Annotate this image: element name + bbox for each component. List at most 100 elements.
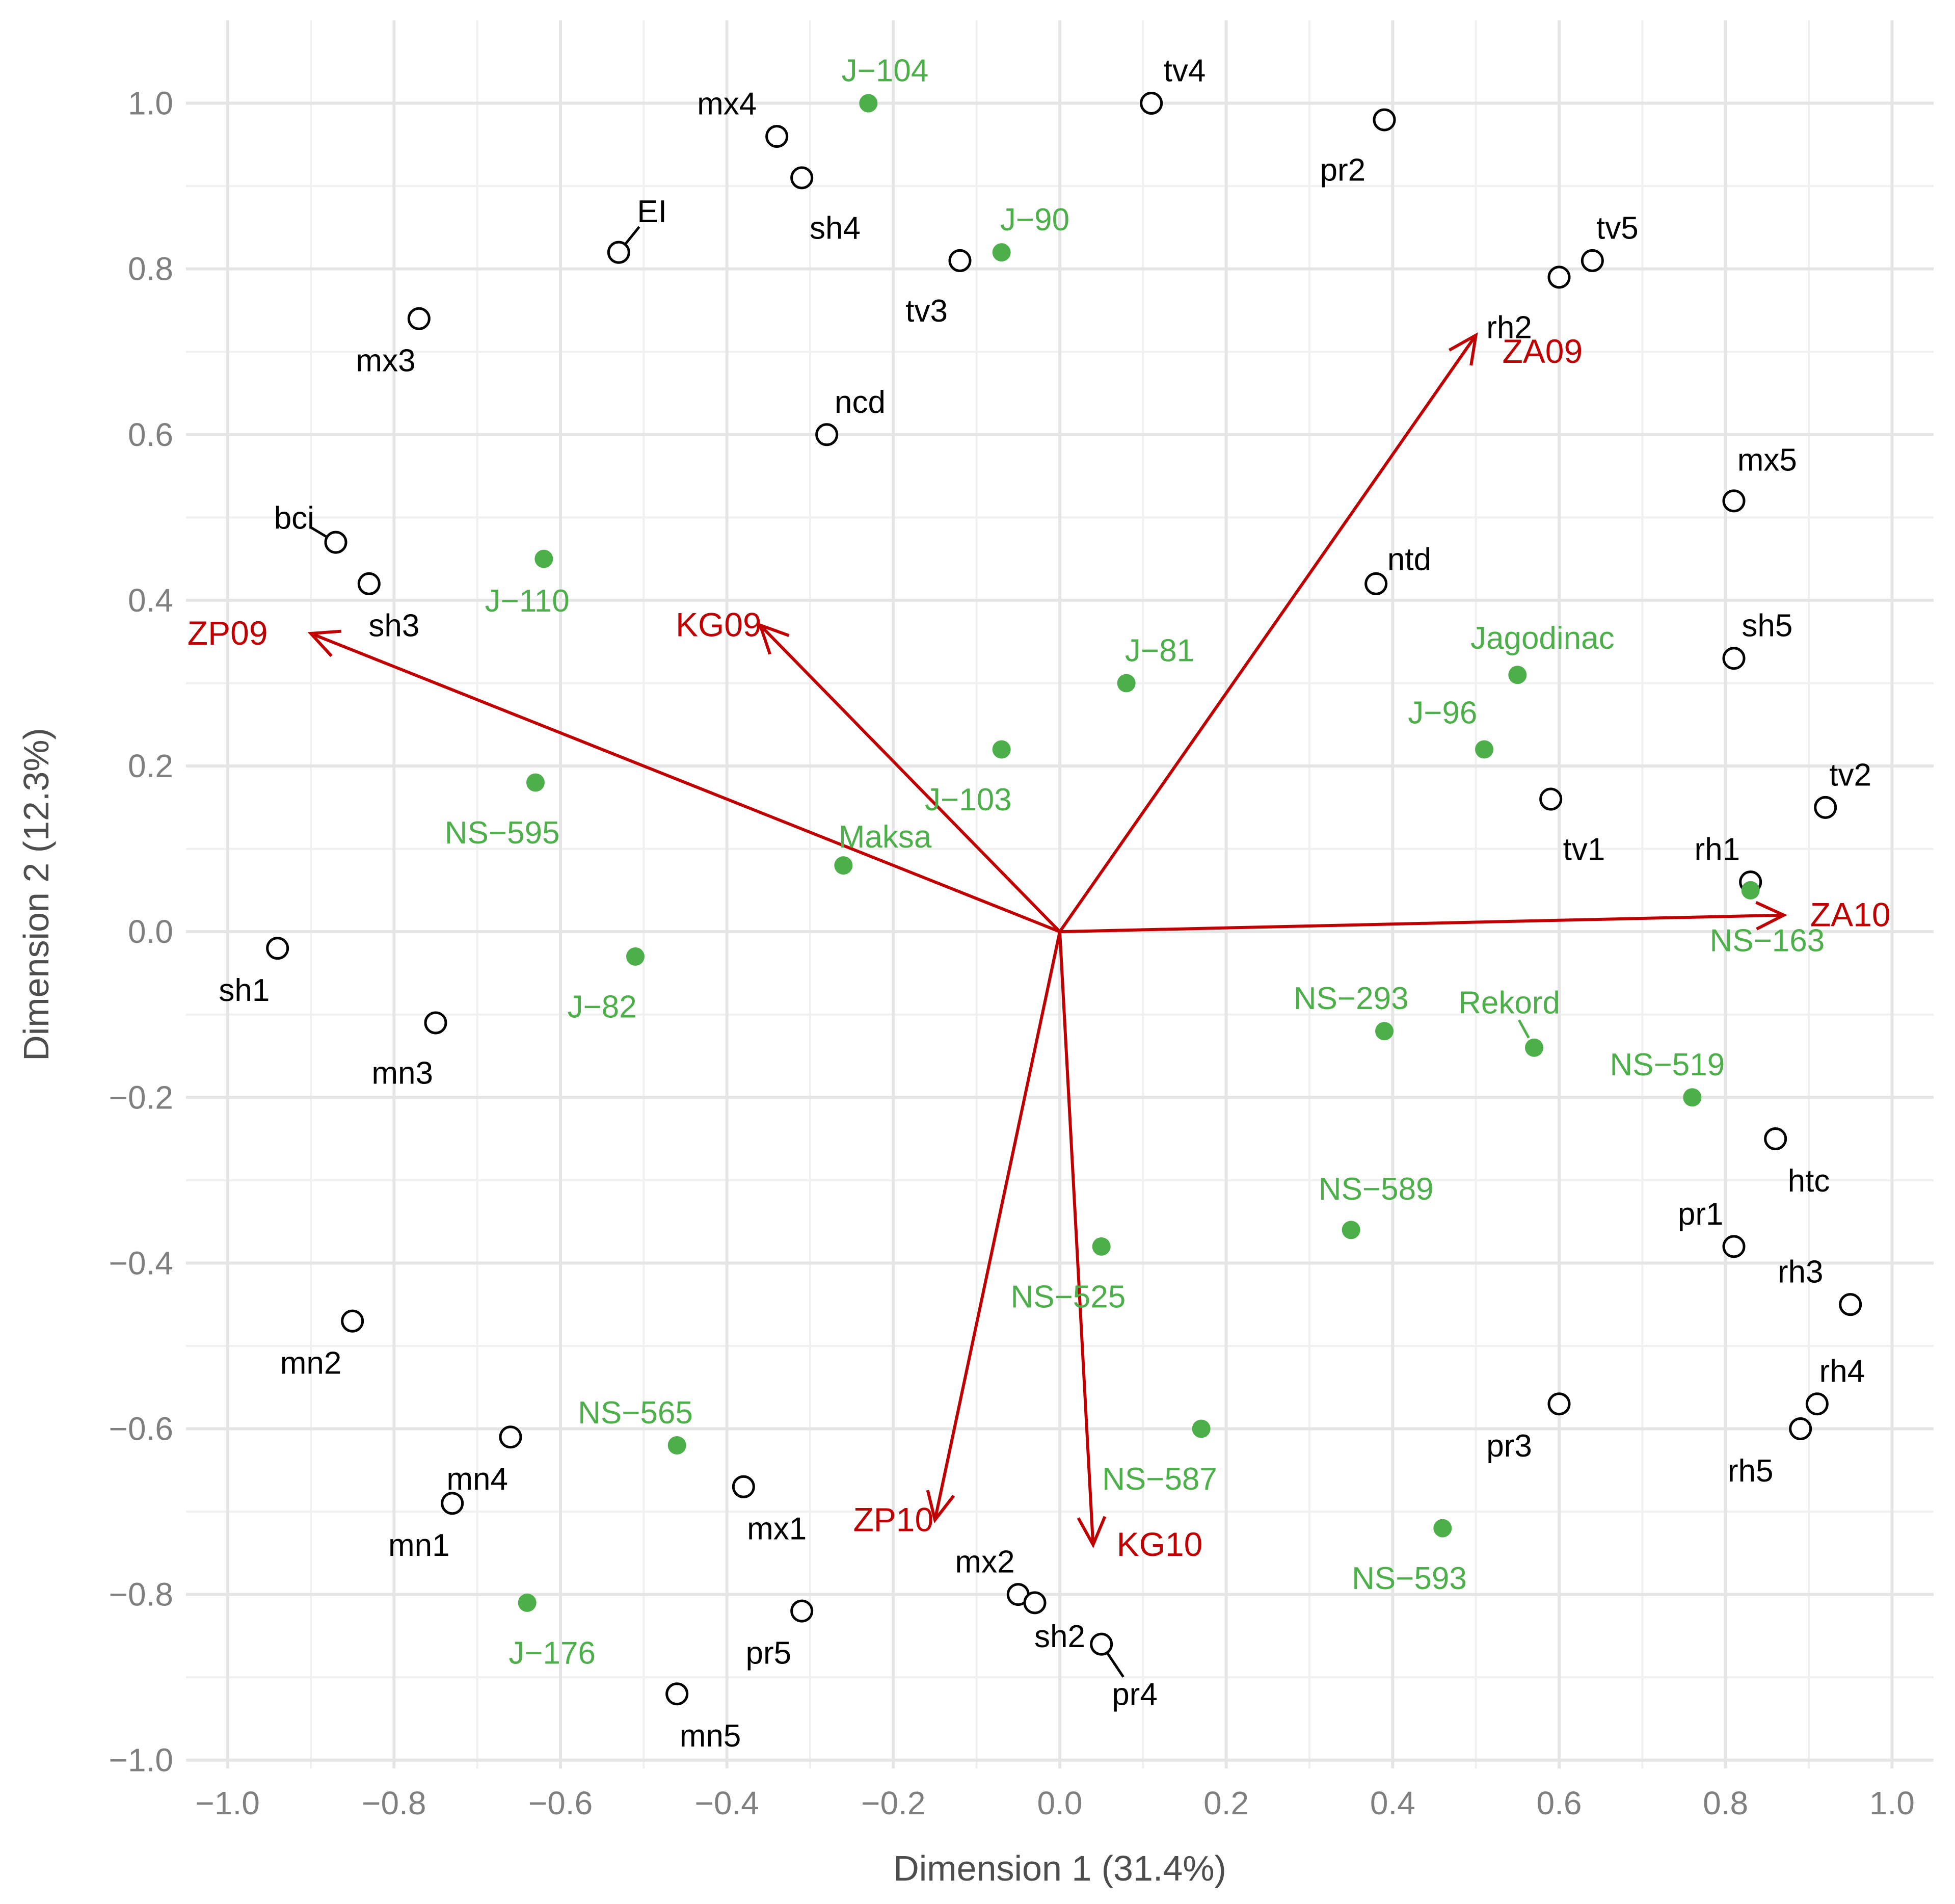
vector-arrowhead [926, 1490, 955, 1524]
variety-point [1683, 1088, 1702, 1107]
trait-point [407, 307, 431, 330]
trait-point [1722, 489, 1746, 513]
y-tick-label: −0.6 [109, 1411, 173, 1447]
trait-point [790, 166, 814, 190]
vector-line [1059, 913, 1784, 934]
trait-label: pr4 [1112, 1677, 1158, 1712]
trait-point [499, 1425, 522, 1449]
y-tick-label: −1.0 [109, 1742, 173, 1779]
variety-point [1092, 1237, 1111, 1256]
variety-label: J−82 [568, 989, 637, 1024]
trait-label: tv5 [1596, 210, 1639, 246]
trait-point [948, 249, 972, 272]
trait-label: tv3 [905, 294, 948, 329]
trait-point [266, 937, 289, 960]
variety-label: NS−519 [1610, 1047, 1725, 1082]
vector-line [933, 931, 1061, 1520]
label-leader-line [1518, 1019, 1530, 1039]
x-tick-label: −0.2 [861, 1785, 925, 1821]
variety-point [992, 243, 1011, 262]
variety-point [1192, 1419, 1211, 1438]
trait-label: tv4 [1164, 54, 1206, 89]
y-tick-label: 0.0 [128, 913, 173, 950]
variety-point [1117, 674, 1136, 693]
trait-point [607, 241, 630, 264]
x-tick-label: 1.0 [1869, 1785, 1915, 1821]
trait-point [1090, 1632, 1113, 1656]
variety-point [626, 947, 645, 966]
vector-arrowhead [758, 622, 790, 655]
trait-point [1140, 92, 1163, 115]
trait-point [1373, 108, 1396, 131]
variety-label: J−90 [1000, 202, 1069, 237]
variety-point [1741, 881, 1760, 900]
x-tick-label: −0.6 [528, 1785, 593, 1821]
trait-point [1023, 1591, 1047, 1615]
point-labels: mx4 tv4 pr2 sh4 EI tv3 tv5 rh2 mx3 ncd mx5 bci ntd sh… [188, 54, 1891, 1754]
trait-label: rh3 [1778, 1255, 1824, 1290]
variety-point [992, 740, 1011, 759]
variety-label: J−104 [842, 54, 929, 89]
trait-point [1805, 1392, 1829, 1416]
vector-label: ZA10 [1810, 896, 1891, 934]
vector-line [1058, 334, 1478, 933]
variety-label: J−96 [1408, 695, 1477, 730]
vector-arrowhead [1077, 1516, 1107, 1548]
trait-label: mn3 [371, 1056, 433, 1091]
trait-label: ncd [835, 385, 886, 420]
vector-arrowhead [1448, 332, 1478, 366]
trait-label: mx3 [356, 343, 415, 378]
vector-label: ZP09 [188, 614, 268, 652]
vector-label: ZP10 [853, 1500, 933, 1538]
x-tick-label: −0.8 [362, 1785, 426, 1821]
trait-label: bci [274, 500, 314, 536]
trait-label: mn1 [388, 1528, 450, 1563]
grid-major [186, 20, 1934, 1768]
trait-point [1547, 266, 1571, 289]
vector-label: KG10 [1117, 1525, 1203, 1563]
trait-point [790, 1599, 814, 1623]
vector-arrowhead [1755, 901, 1787, 931]
variety-point [1375, 1022, 1394, 1041]
variety-point [859, 94, 878, 113]
x-tick-label: 0.0 [1037, 1785, 1083, 1821]
variety-label: NS−589 [1319, 1172, 1434, 1207]
variety-point [1475, 740, 1493, 759]
variety-label: NS−565 [578, 1395, 693, 1431]
vector-line [1058, 931, 1095, 1545]
x-tick-label: −0.4 [694, 1785, 759, 1821]
variety-point [1525, 1038, 1543, 1057]
vector-arrowhead [307, 629, 342, 657]
trait-point [1764, 1127, 1787, 1151]
trait-label: tv2 [1829, 757, 1871, 792]
variety-point [526, 773, 545, 792]
y-tick-label: −0.2 [109, 1079, 173, 1116]
trait-point [1722, 1235, 1746, 1258]
y-axis-title: Dimension 2 (12.3%) [16, 728, 56, 1061]
variety-point [518, 1593, 537, 1612]
vector-line [310, 632, 1061, 933]
trait-point [324, 531, 347, 554]
x-axis-title: Dimension 1 (31.4%) [893, 1848, 1226, 1888]
label-leaders [311, 226, 1530, 1678]
trait-point [1839, 1293, 1862, 1316]
x-tick-label: 0.6 [1537, 1785, 1582, 1821]
variety-point [834, 856, 853, 875]
x-axis-ticks: −1.0 −0.8 −0.6 −0.4 −0.2 0.0 0.2 0.4 0.6 0.8 1.0 [195, 1785, 1914, 1821]
x-tick-label: −1.0 [195, 1785, 259, 1821]
x-tick-label: 0.8 [1703, 1785, 1748, 1821]
trait-point [341, 1309, 364, 1333]
trait-point [1547, 1392, 1571, 1416]
trait-label: sh4 [810, 210, 861, 246]
variety-label: J−81 [1125, 633, 1194, 668]
trait-point [1722, 647, 1746, 670]
trait-point [765, 125, 789, 148]
variety-label: NS−525 [1010, 1279, 1126, 1314]
trait-label: sh5 [1742, 609, 1792, 644]
trait-point [1789, 1417, 1812, 1441]
trait-label: pr2 [1320, 153, 1366, 188]
variety-label: Maksa [839, 819, 932, 855]
trait-point [732, 1475, 755, 1498]
variety-label: J−176 [508, 1635, 596, 1671]
